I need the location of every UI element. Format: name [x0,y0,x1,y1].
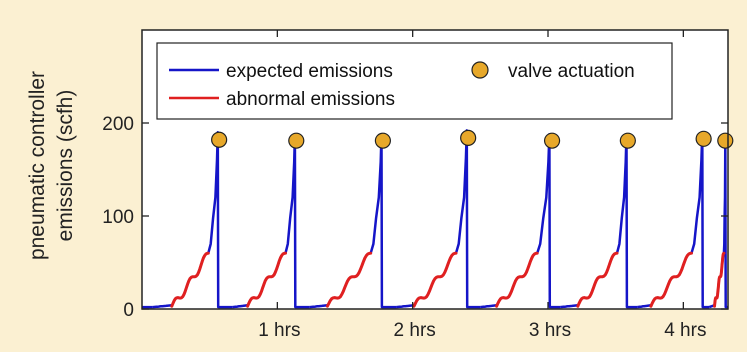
series-layer [142,129,728,309]
valve-actuation-marker [619,132,636,149]
abnormal-emissions-line [170,251,210,308]
valve-actuation-marker [695,130,712,147]
abnormal-emissions-line [649,251,693,308]
x-tick-label: 4 hrs [664,320,706,341]
y-tick-label: 200 [102,114,134,135]
valve-actuation-marker [211,131,228,148]
y-tick-label: 0 [123,300,134,321]
abnormal-emissions-line [495,251,539,308]
marker-layer [211,129,734,149]
abnormal-emissions-line [246,251,287,308]
legend-box [156,42,673,120]
x-tick-label: 2 hrs [394,320,436,341]
legend-label-abnormal: abnormal emissions [226,89,395,110]
y-axis-title-line: pneumatic controller [26,71,49,260]
emission-cycle [309,132,397,309]
y-axis-title-line: emissions (scfh) [54,90,77,242]
abnormal-emissions-line [713,251,726,308]
emission-cycle [480,132,561,309]
tick-layer: 0 100 200 1 hrs 2 hrs 3 hrs 4 hrs [102,30,728,341]
x-tick-label: 3 hrs [529,320,571,341]
emission-cycle [636,131,710,309]
y-tick-label: 100 [102,207,134,228]
valve-actuation-marker [717,132,734,149]
legend-label-actuation: valve actuation [508,61,635,82]
emission-cycle [152,131,233,309]
legend-label-expected: expected emissions [226,61,393,82]
abnormal-emissions-line [325,251,373,308]
emission-cycle [708,132,728,309]
legend-marker-actuation [471,61,489,79]
abnormal-emissions-line [576,251,619,308]
y-axis-title: pneumatic controller emissions (scfh) [26,71,77,260]
valve-actuation-marker [288,132,305,149]
plot-border [141,29,729,310]
x-tick-label: 1 hrs [258,320,300,341]
emission-cycle [560,132,638,309]
valve-actuation-marker [460,129,477,146]
valve-actuation-marker [543,132,561,149]
emission-cycle [232,132,310,309]
emission-cycle [396,129,481,309]
abnormal-emissions-line [412,251,458,308]
legend: expected emissions abnormal emissions va… [156,42,673,120]
valve-actuation-marker [374,132,391,149]
